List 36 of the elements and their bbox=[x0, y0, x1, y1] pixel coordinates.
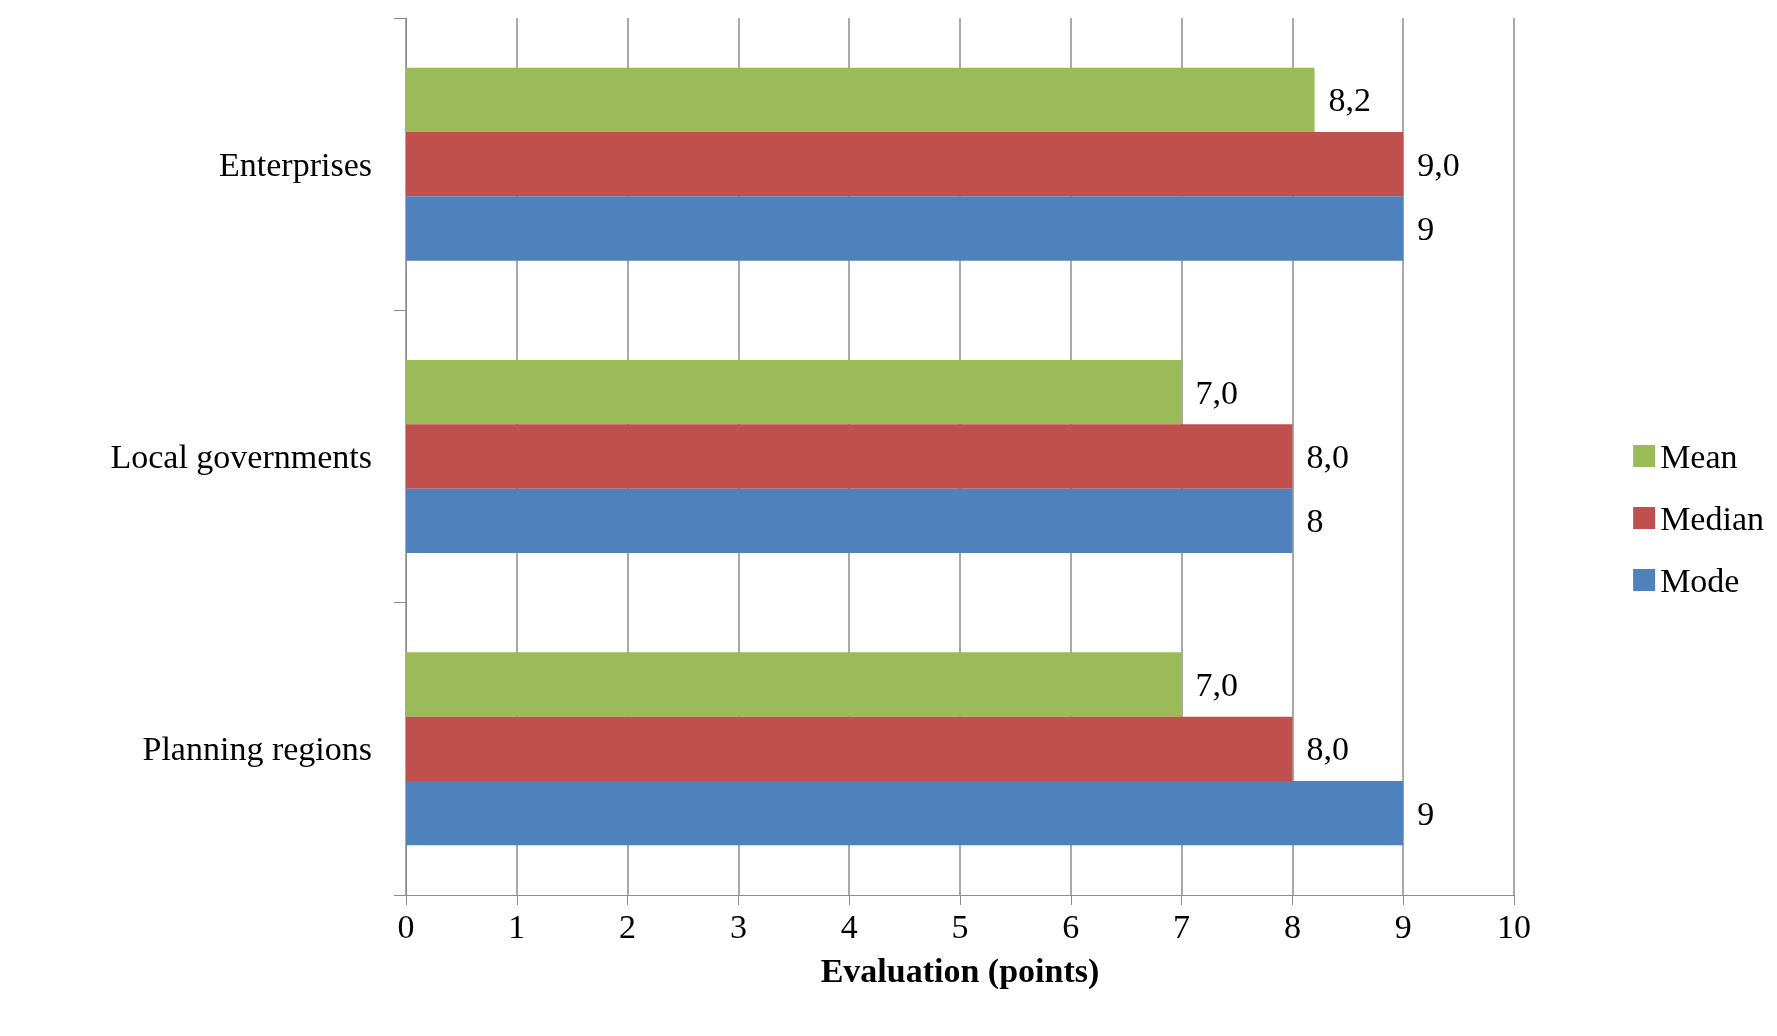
x-axis-title: Evaluation (points) bbox=[820, 951, 1100, 990]
bar bbox=[406, 196, 1404, 261]
legend-label: Mode bbox=[1660, 561, 1740, 599]
x-tick-label: 5 bbox=[951, 907, 969, 945]
x-tick-label: 4 bbox=[840, 907, 858, 945]
bar bbox=[406, 424, 1293, 489]
legend-label: Median bbox=[1660, 499, 1764, 537]
x-tick-label: 8 bbox=[1283, 907, 1301, 945]
y-tick-label: Enterprises bbox=[219, 145, 372, 183]
bar bbox=[406, 360, 1182, 425]
data-label: 8 bbox=[1306, 502, 1324, 540]
bar bbox=[406, 67, 1315, 133]
x-tick-label: 3 bbox=[729, 907, 747, 945]
y-tick-label: Local governments bbox=[110, 438, 372, 475]
x-tick-label: 6 bbox=[1062, 907, 1080, 945]
bar bbox=[406, 780, 1404, 846]
data-label: 8,0 bbox=[1306, 438, 1349, 475]
x-tick-label: 1 bbox=[508, 907, 526, 945]
data-label: 8,0 bbox=[1306, 730, 1349, 768]
legend-label: Mean bbox=[1660, 437, 1738, 475]
data-label: 9,0 bbox=[1417, 145, 1460, 183]
x-tick-label: 0 bbox=[397, 907, 415, 945]
bar bbox=[406, 716, 1293, 781]
bar bbox=[406, 652, 1182, 717]
y-tick-label: Planning regions bbox=[142, 730, 372, 768]
x-tick-label: 7 bbox=[1173, 907, 1191, 945]
data-label: 7,0 bbox=[1195, 666, 1239, 704]
x-tick-label: 2 bbox=[619, 907, 637, 945]
data-label: 8,2 bbox=[1328, 81, 1372, 119]
x-tick-label: 10 bbox=[1497, 907, 1531, 945]
data-label: 7,0 bbox=[1195, 373, 1239, 411]
x-tick-label: 9 bbox=[1394, 907, 1412, 945]
bar bbox=[406, 132, 1404, 197]
bar bbox=[406, 488, 1293, 553]
data-label: 9 bbox=[1417, 209, 1435, 247]
data-label: 9 bbox=[1417, 794, 1435, 832]
